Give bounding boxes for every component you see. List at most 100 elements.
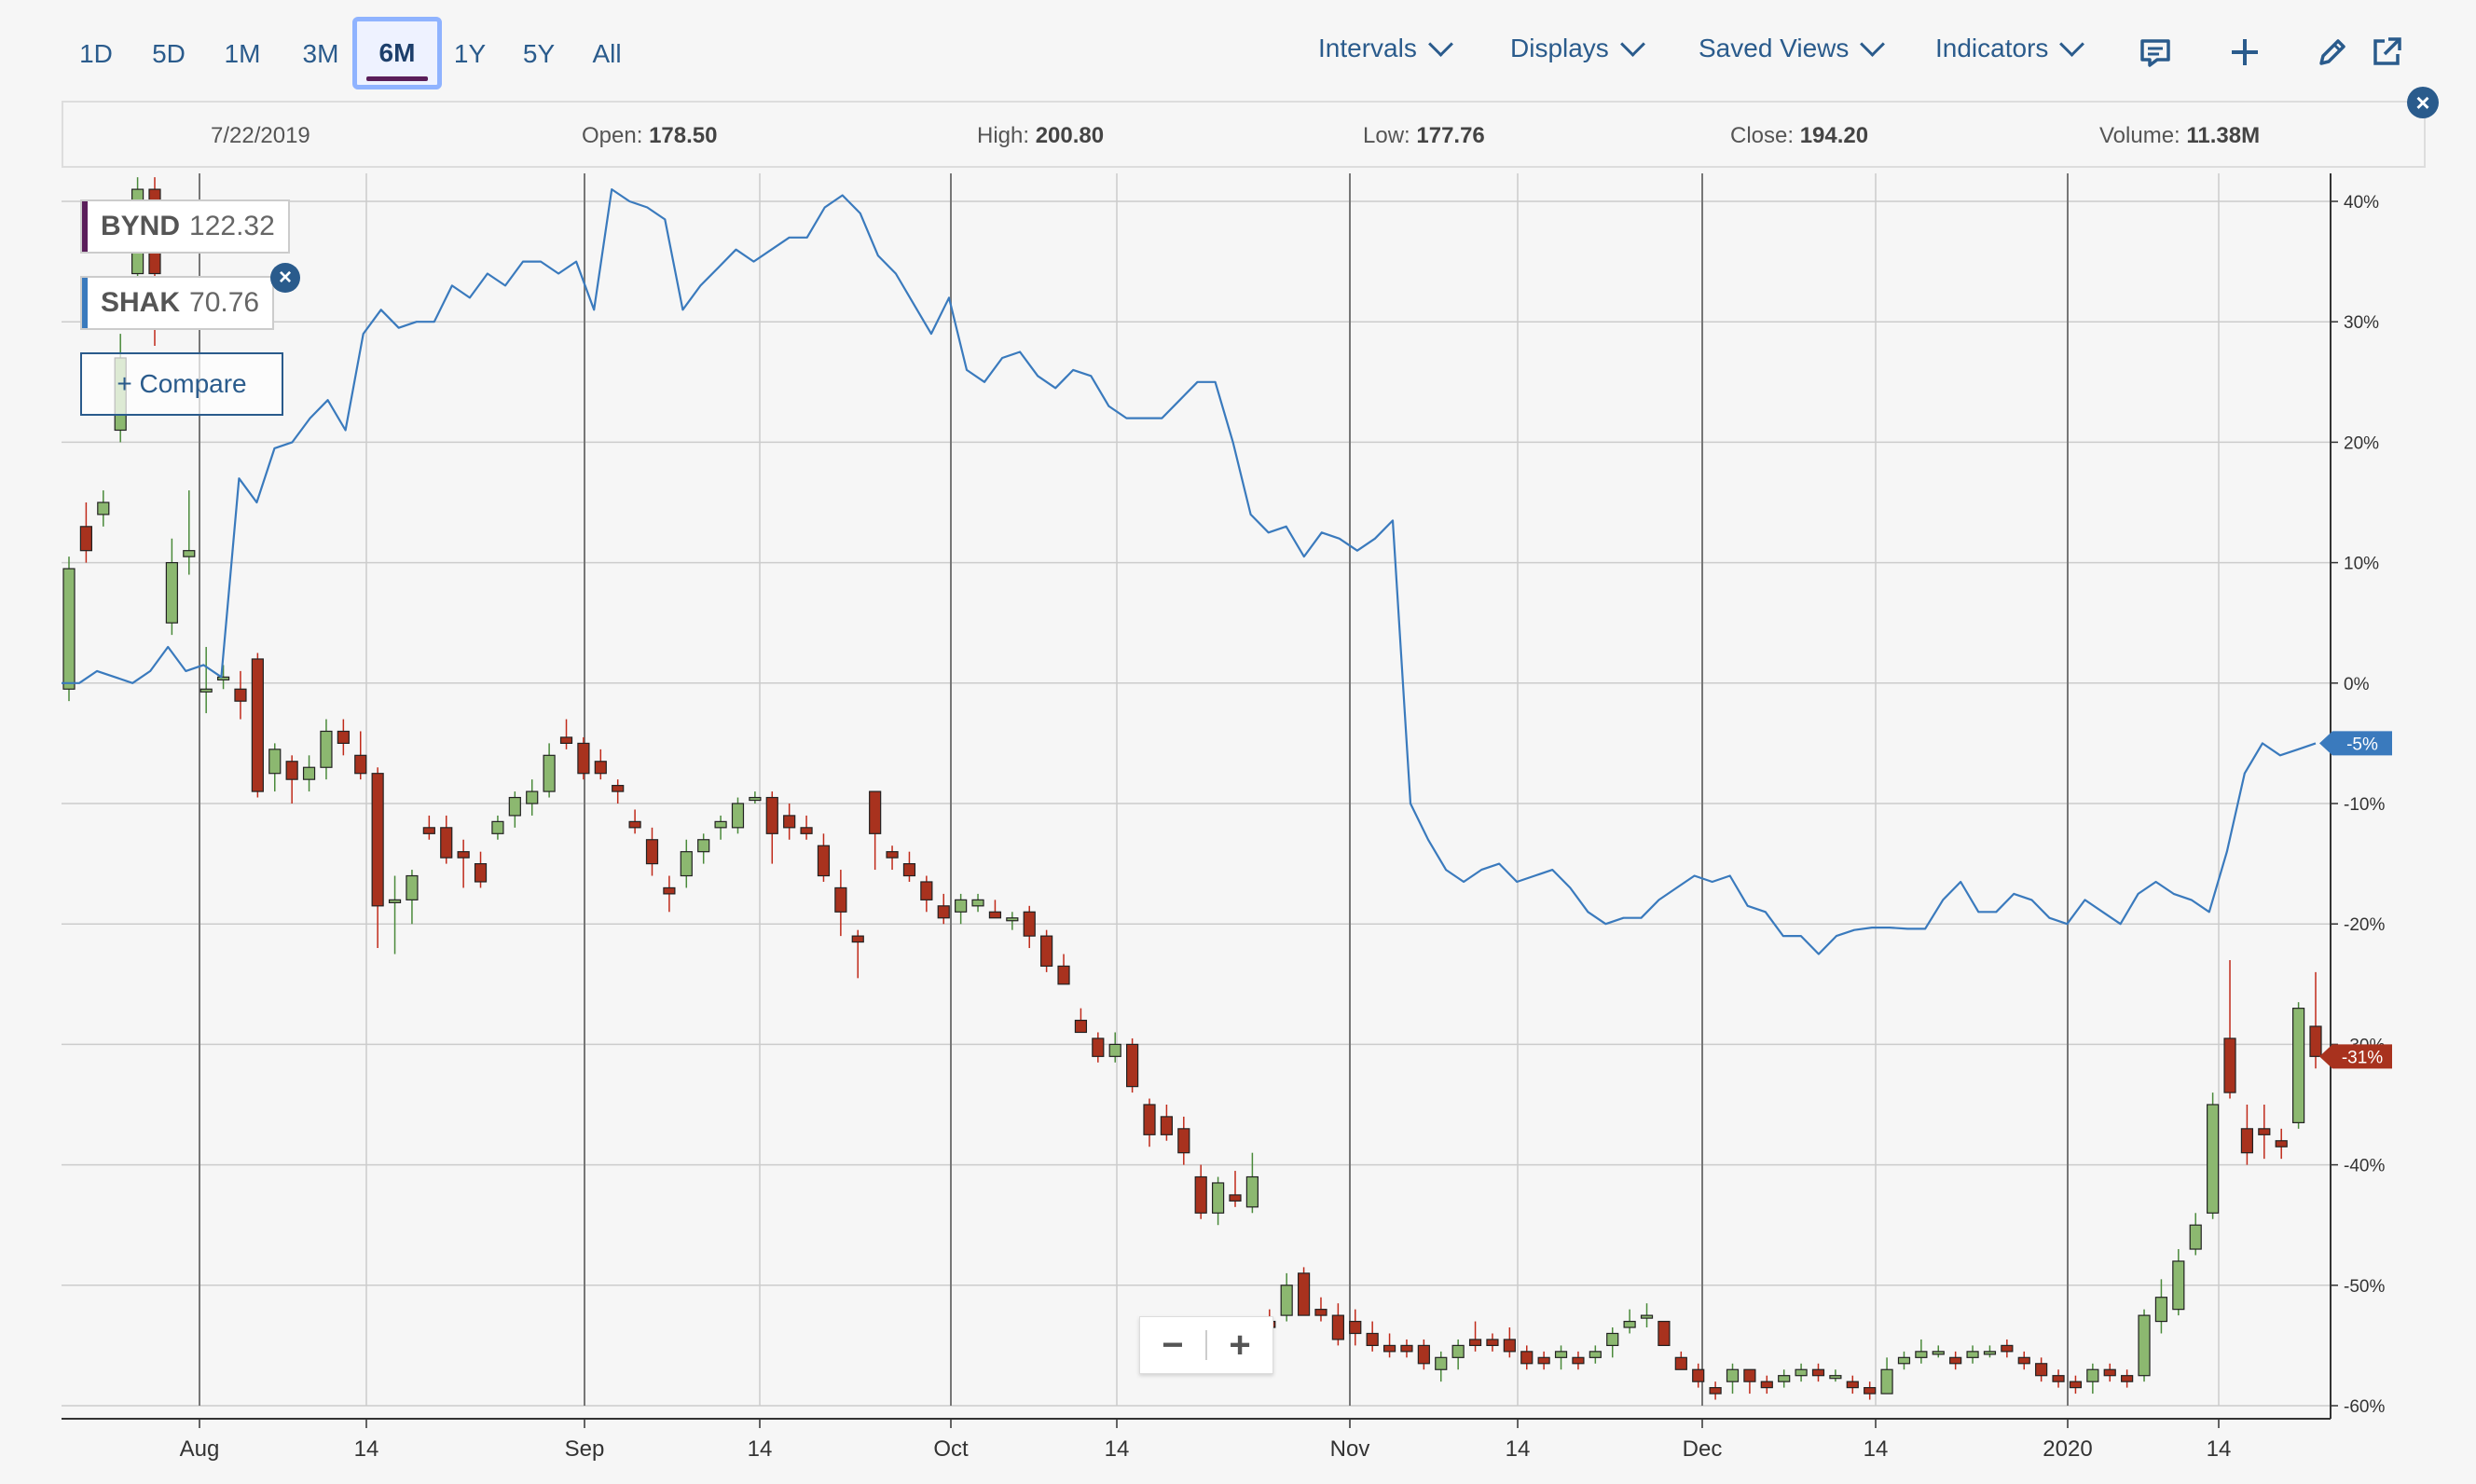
y-tick-label: -10% bbox=[2344, 795, 2385, 815]
bynd-candle bbox=[97, 502, 110, 515]
bynd-candle bbox=[508, 796, 521, 817]
close-chart-icon[interactable]: × bbox=[2407, 87, 2439, 118]
bynd-candle bbox=[1057, 965, 1070, 985]
info-high: High: 200.80 bbox=[977, 123, 1104, 149]
bynd-candle bbox=[1349, 1320, 1362, 1335]
bynd-candle bbox=[2001, 1344, 2014, 1353]
range-1d-button[interactable]: 1D bbox=[79, 39, 113, 68]
bynd-candle bbox=[1897, 1356, 1911, 1365]
bynd-candle bbox=[199, 688, 213, 693]
bynd-candle bbox=[2189, 1224, 2202, 1250]
bynd-candle bbox=[971, 899, 984, 907]
bynd-candle bbox=[457, 851, 470, 859]
bynd-candle bbox=[526, 790, 539, 804]
bynd-candle bbox=[577, 742, 590, 775]
bynd-candles bbox=[62, 177, 2322, 1400]
range-5d-button[interactable]: 5D bbox=[152, 39, 186, 68]
zoom-control: − + bbox=[1139, 1316, 1273, 1374]
legend-shak-symbol: SHAK bbox=[101, 287, 181, 318]
compare-button[interactable]: + Compare bbox=[80, 352, 283, 416]
volume-value: 11.38M bbox=[2186, 123, 2261, 148]
zoom-in-button[interactable]: + bbox=[1229, 1325, 1251, 1366]
x-tick-label: 14 bbox=[1506, 1436, 1531, 1462]
zoom-out-button[interactable]: − bbox=[1162, 1325, 1184, 1366]
bynd-candle bbox=[2309, 1025, 2322, 1057]
shak-end-label: -5% bbox=[2319, 731, 2392, 756]
bynd-candle bbox=[1726, 1368, 1740, 1382]
bynd-candle bbox=[2121, 1375, 2134, 1382]
bynd-candle bbox=[1640, 1314, 1654, 1319]
bynd-candle bbox=[1623, 1320, 1636, 1328]
open-value: 178.50 bbox=[649, 123, 718, 148]
displays-menu[interactable]: Displays bbox=[1510, 31, 1645, 63]
bynd-candle bbox=[2052, 1375, 2065, 1382]
range-1y-button[interactable]: 1Y bbox=[453, 39, 487, 68]
bynd-candle bbox=[1778, 1375, 1791, 1382]
bynd-candle bbox=[1023, 911, 1036, 937]
shak-line-layer bbox=[62, 188, 2317, 955]
bynd-candle bbox=[834, 886, 847, 913]
y-tick-label: -40% bbox=[2344, 1157, 2385, 1176]
bynd-candle bbox=[62, 568, 76, 690]
bynd-candle bbox=[1760, 1381, 1773, 1389]
bynd-candle bbox=[920, 881, 933, 900]
bynd-candle bbox=[1949, 1356, 1962, 1365]
pencil-icon[interactable] bbox=[2314, 34, 2351, 71]
bynd-candle bbox=[2223, 1037, 2236, 1093]
range-1m-button[interactable]: 1M bbox=[224, 39, 261, 68]
comment-icon[interactable] bbox=[2137, 34, 2174, 71]
range-3m-button[interactable]: 3M bbox=[302, 39, 339, 68]
legend-shak[interactable]: SHAK 70.76 bbox=[80, 276, 275, 330]
bynd-candle bbox=[1864, 1387, 1877, 1395]
legend-bynd[interactable]: BYND 122.32 bbox=[80, 199, 290, 254]
saved-views-menu[interactable]: Saved Views bbox=[1699, 31, 1886, 63]
info-date: 7/22/2019 bbox=[211, 123, 310, 148]
bynd-candle bbox=[1417, 1344, 1430, 1365]
bynd-candle bbox=[1400, 1344, 1413, 1353]
bynd-candle bbox=[2240, 1128, 2254, 1154]
bynd-candle bbox=[1674, 1356, 1687, 1370]
intervals-menu[interactable]: Intervals bbox=[1318, 31, 1453, 63]
bynd-candle bbox=[1297, 1272, 1311, 1316]
bynd-candle bbox=[937, 905, 950, 919]
bynd-candle bbox=[765, 796, 778, 834]
bynd-candle bbox=[1331, 1314, 1344, 1340]
bynd-candle bbox=[1966, 1351, 1979, 1358]
displays-label: Displays bbox=[1510, 34, 1609, 62]
bynd-candle bbox=[594, 761, 607, 775]
indicators-menu[interactable]: Indicators bbox=[1935, 31, 2085, 63]
bynd-candle bbox=[474, 862, 488, 883]
bynd-candle bbox=[628, 820, 641, 829]
share-external-icon[interactable] bbox=[2368, 34, 2405, 71]
bynd-candle bbox=[1795, 1368, 1808, 1377]
bynd-candle bbox=[1503, 1339, 1516, 1353]
indicators-label: Indicators bbox=[1935, 34, 2049, 62]
plus-icon[interactable] bbox=[2226, 34, 2263, 71]
bynd-candle bbox=[337, 730, 350, 744]
range-5y-button[interactable]: 5Y bbox=[522, 39, 556, 68]
remove-shak-icon[interactable]: × bbox=[270, 263, 300, 293]
high-value: 200.80 bbox=[1035, 123, 1105, 148]
close-label: Close: bbox=[1730, 123, 1795, 148]
bynd-candle bbox=[1435, 1356, 1448, 1370]
range-6m-button[interactable]: 6M bbox=[352, 17, 442, 89]
bynd-candle bbox=[731, 803, 745, 829]
close-value: 194.20 bbox=[1799, 123, 1869, 148]
bynd-candle bbox=[2172, 1260, 2185, 1311]
range-all-button[interactable]: All bbox=[592, 39, 622, 68]
bynd-candle bbox=[1880, 1368, 1893, 1395]
shak-line bbox=[62, 188, 2317, 955]
open-label: Open: bbox=[582, 123, 643, 148]
info-open: Open: 178.50 bbox=[582, 123, 717, 149]
bynd-candle bbox=[1092, 1037, 1105, 1057]
bynd-candle bbox=[749, 796, 762, 802]
bynd-candle bbox=[388, 899, 402, 903]
x-tick-label: 14 bbox=[354, 1436, 379, 1462]
bynd-candle bbox=[1743, 1368, 1756, 1382]
x-tick-label: Nov bbox=[1330, 1436, 1370, 1462]
bynd-candle bbox=[2086, 1368, 2099, 1382]
bynd-candle bbox=[1006, 917, 1019, 922]
y-tick-label: 10% bbox=[2344, 555, 2379, 574]
info-close: Close: 194.20 bbox=[1730, 123, 1868, 149]
